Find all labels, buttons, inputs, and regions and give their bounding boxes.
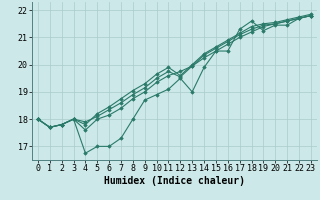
X-axis label: Humidex (Indice chaleur): Humidex (Indice chaleur) <box>104 176 245 186</box>
